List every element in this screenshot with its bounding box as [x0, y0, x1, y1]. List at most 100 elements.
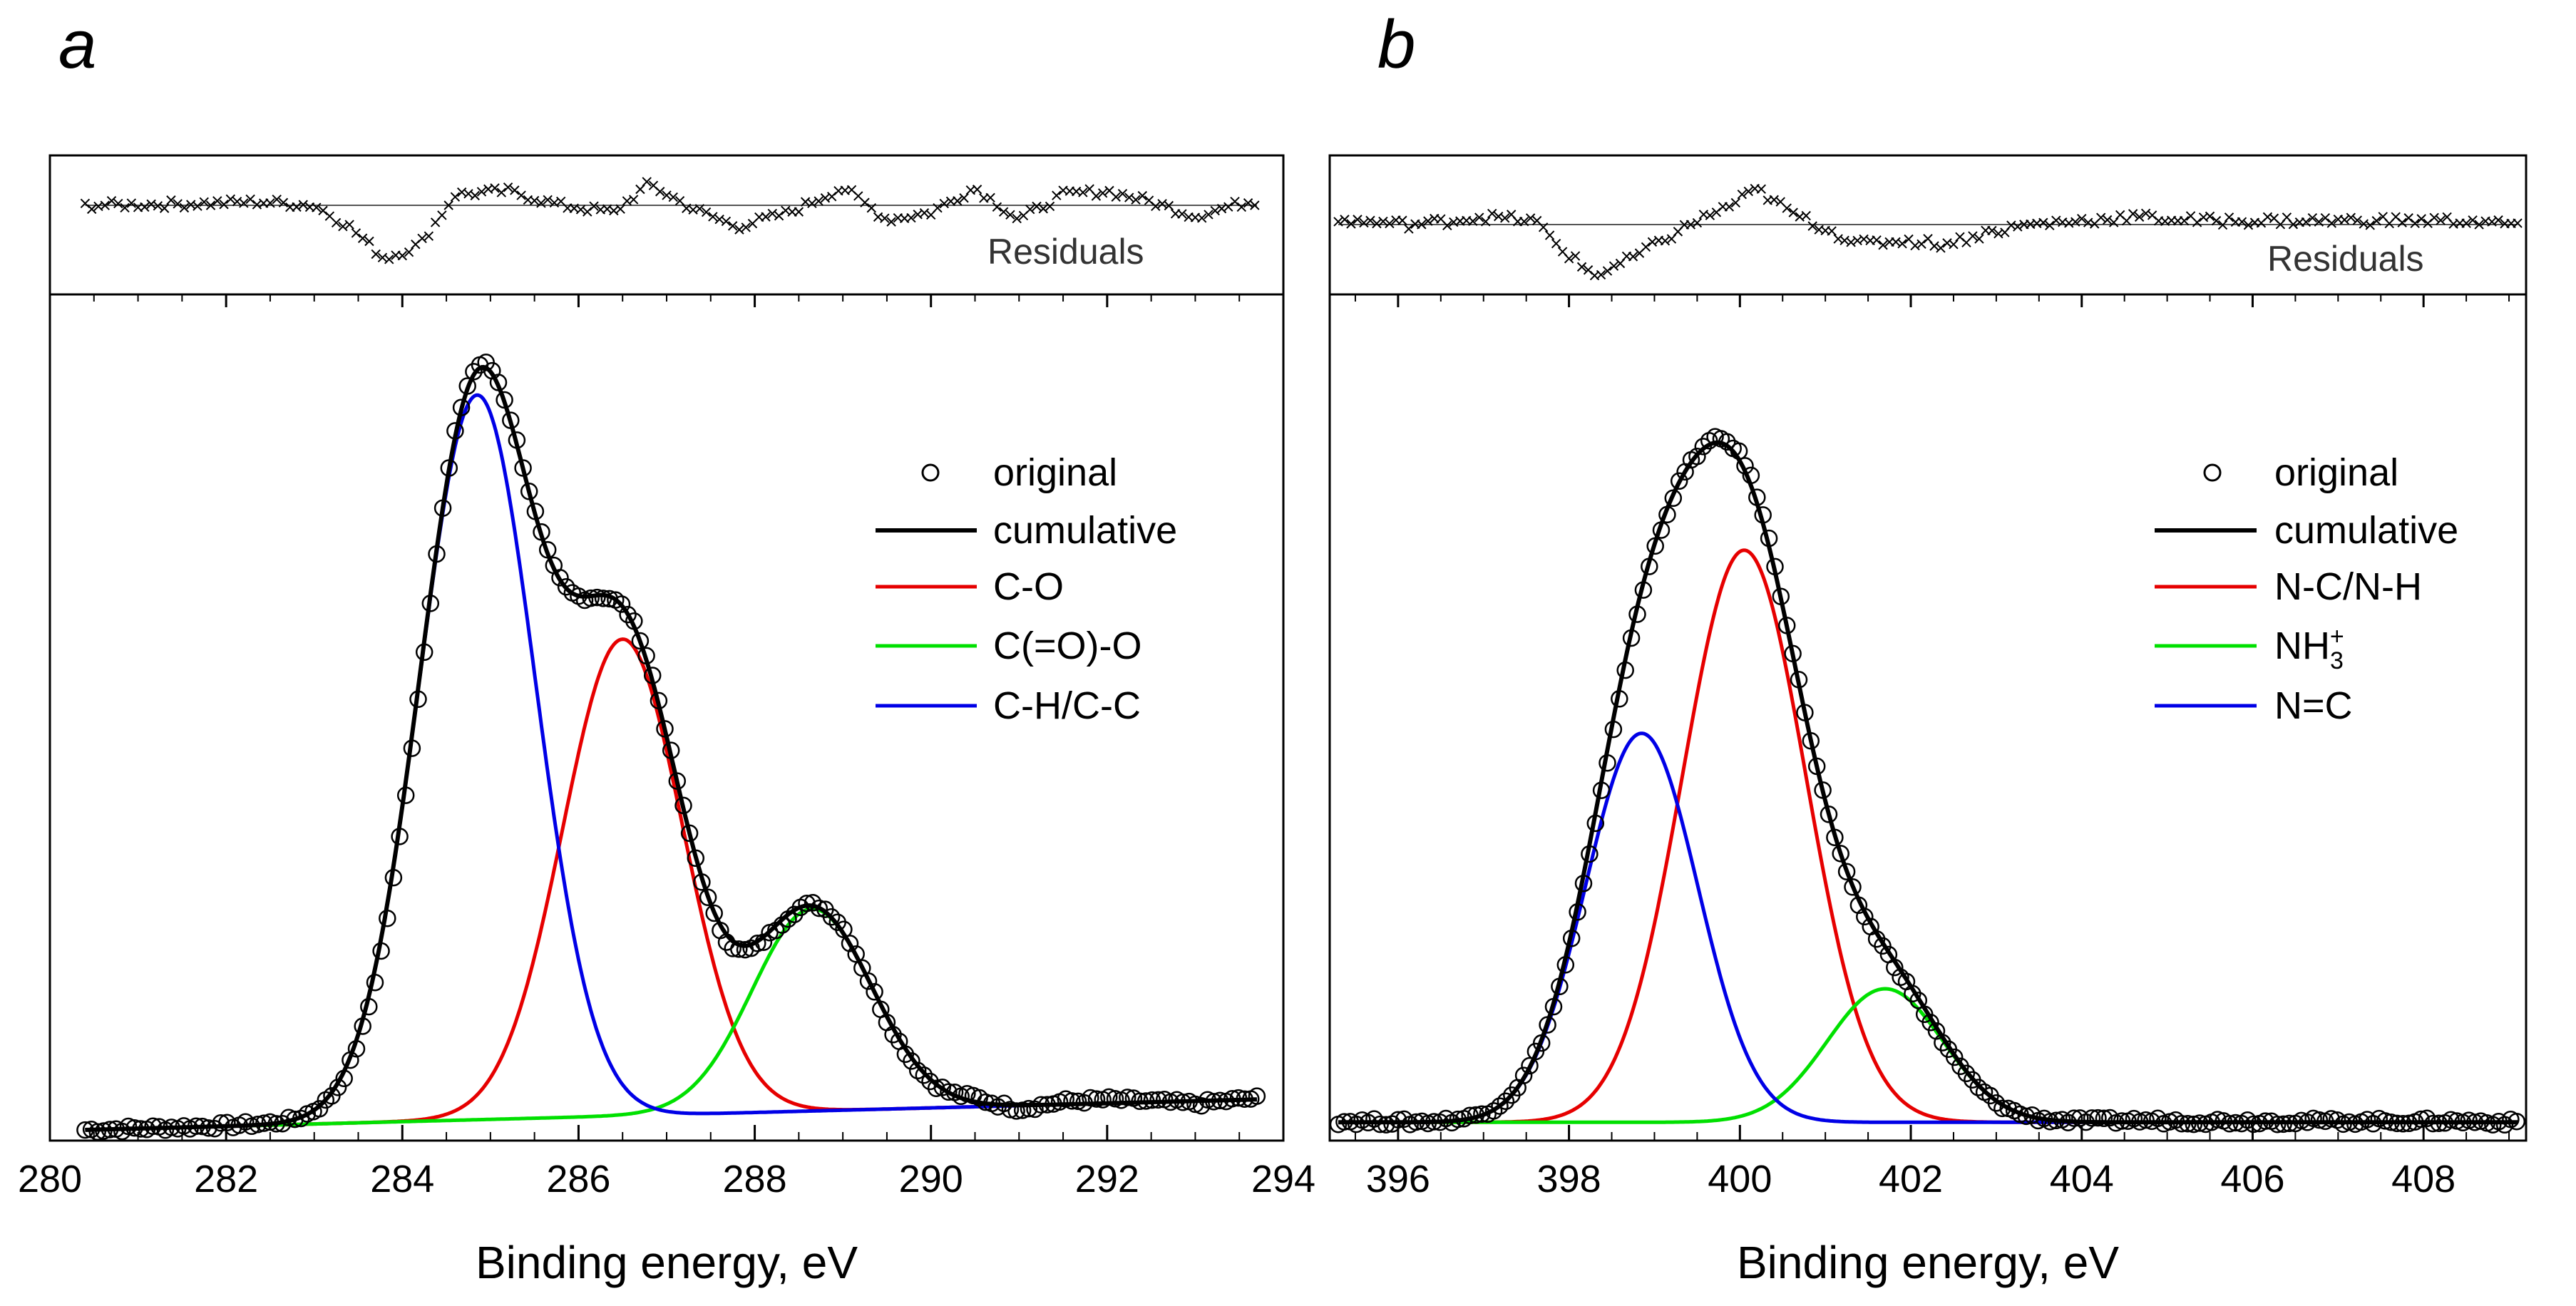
original-point [619, 605, 637, 624]
original-point [372, 942, 390, 960]
residual-point [2474, 220, 2484, 230]
legend-c-eq-o-o-label: C(=O)-O [993, 624, 1142, 667]
residual-point [159, 203, 170, 213]
residual-point [344, 220, 354, 230]
residual-point [721, 216, 732, 227]
residual-point [1916, 239, 1926, 249]
original-point [841, 935, 859, 952]
original-point [1987, 1094, 2006, 1112]
residual-point [1641, 242, 1651, 252]
original-point [588, 588, 606, 607]
original-point [2388, 1114, 2406, 1133]
residual-point [2243, 220, 2254, 230]
original-point [1389, 1111, 1407, 1128]
legend-original-marker [921, 463, 940, 482]
residual-point [2493, 215, 2503, 225]
legend-cumulative-label: cumulative [993, 509, 1177, 552]
residual-point [1346, 219, 1356, 229]
residual-point [417, 233, 427, 244]
legend-original-marker [2203, 463, 2222, 482]
original-point [705, 904, 723, 922]
original-point [2083, 1109, 2101, 1127]
residual-point [794, 207, 804, 217]
residual-point [1891, 237, 1901, 247]
original-point [1969, 1079, 1987, 1096]
original-point [2185, 1115, 2203, 1133]
original-point [884, 1026, 902, 1044]
residual-point [2513, 218, 2523, 228]
residual-point [2365, 220, 2375, 230]
panel-a: a Residuals 280 282 284 286 288 290 292 294 Bin… [18, 6, 1315, 1288]
original-point [1461, 1106, 1479, 1124]
residual-point [2051, 215, 2061, 225]
original-point [2382, 1113, 2400, 1131]
residual-point [1949, 240, 1959, 250]
original-point [2149, 1109, 2167, 1128]
original-point [1425, 1113, 1443, 1131]
residual-point [1372, 218, 1382, 229]
residual-point [1660, 236, 1671, 246]
panel-b-residuals-label: Residuals [2267, 239, 2424, 279]
original-point [1688, 447, 1706, 466]
original-point [2442, 1111, 2460, 1129]
residual-point [443, 200, 453, 210]
residual-point [2179, 215, 2190, 226]
residual-point [1692, 217, 1703, 228]
original-point [2059, 1114, 2077, 1131]
residual-point [1012, 213, 1022, 224]
residual-point [2352, 215, 2362, 225]
residual-point [1052, 190, 1062, 200]
residual-point [992, 202, 1002, 212]
original-point [1754, 506, 1772, 524]
original-point [2041, 1113, 2059, 1131]
original-point [200, 1119, 217, 1137]
original-point [2280, 1114, 2299, 1133]
original-point [612, 595, 631, 613]
original-point [1347, 1115, 1365, 1133]
original-point [1874, 937, 1892, 955]
original-point [699, 888, 717, 907]
original-point [2244, 1115, 2262, 1133]
residual-point [761, 212, 771, 222]
original-point [526, 503, 545, 520]
original-point [1395, 1110, 1413, 1128]
residual-point [886, 217, 896, 227]
residual-point [86, 204, 97, 215]
residual-point [1474, 212, 1484, 222]
residual-point [2211, 215, 2222, 226]
residual-point [2134, 212, 2145, 222]
residual-point [1564, 254, 1574, 264]
residual-point [364, 236, 374, 247]
residual-point [1177, 209, 1187, 219]
original-point [2257, 1112, 2274, 1130]
original-point [1229, 1089, 1248, 1107]
residual-point [1385, 218, 1395, 229]
original-point [354, 1017, 371, 1035]
residual-point [357, 233, 368, 243]
original-point [674, 796, 692, 815]
residual-point [1236, 202, 1247, 212]
residual-point [292, 202, 302, 212]
original-point [329, 1079, 347, 1096]
original-point [1748, 488, 1766, 506]
original-point [551, 569, 569, 587]
residual-point [1724, 202, 1735, 212]
original-point [88, 1123, 106, 1141]
original-point [1736, 457, 1754, 475]
residual-point [113, 198, 123, 209]
residual-point [199, 197, 209, 207]
original-point [2047, 1111, 2066, 1130]
residual-point [609, 205, 619, 216]
residual-point [2346, 212, 2356, 222]
residual-point [2468, 215, 2478, 225]
original-point [101, 1121, 119, 1138]
original-point [977, 1093, 995, 1111]
residual-point [1243, 198, 1253, 208]
residual-point [655, 187, 665, 197]
original-point [2023, 1106, 2041, 1124]
residual-point [807, 198, 817, 208]
original-point [908, 1061, 927, 1080]
original-point [1119, 1089, 1136, 1106]
original-point [1569, 903, 1586, 921]
original-point [1551, 977, 1569, 996]
